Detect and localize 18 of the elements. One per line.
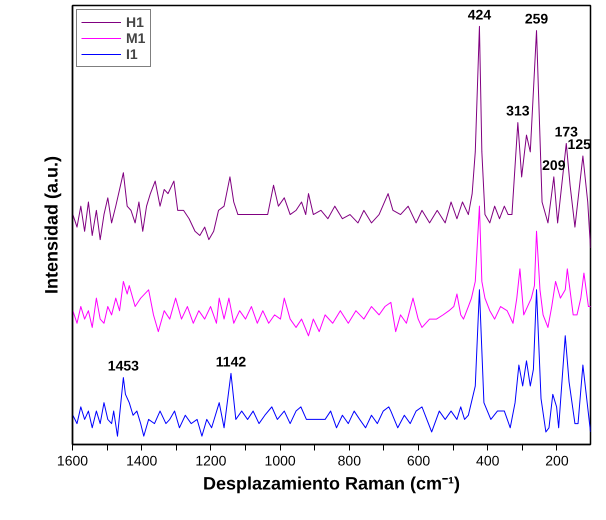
x-tick-label: 1400: [126, 452, 158, 468]
x-tick-label: 1000: [264, 452, 296, 468]
legend-label: M1: [126, 30, 146, 46]
annotation: 259: [524, 10, 548, 27]
x-axis-title: Desplazamiento Raman (cm⁻¹): [202, 474, 460, 494]
y-axis-title: Intensidad (a.u.): [42, 156, 62, 294]
x-tick-label: 1600: [56, 452, 88, 468]
x-tick-label: 1200: [195, 452, 227, 468]
annotation: 313: [506, 102, 530, 119]
legend-label: H1: [126, 14, 145, 30]
x-tick-label: 600: [406, 452, 430, 468]
annotation: 1453: [108, 358, 140, 374]
legend-label: I1: [126, 46, 139, 62]
x-tick-label: 800: [338, 452, 362, 468]
annotation: 424: [468, 6, 492, 22]
x-tick-label: 200: [545, 452, 569, 468]
annotation: 1142: [216, 353, 246, 370]
x-tick-label: 400: [476, 452, 500, 468]
